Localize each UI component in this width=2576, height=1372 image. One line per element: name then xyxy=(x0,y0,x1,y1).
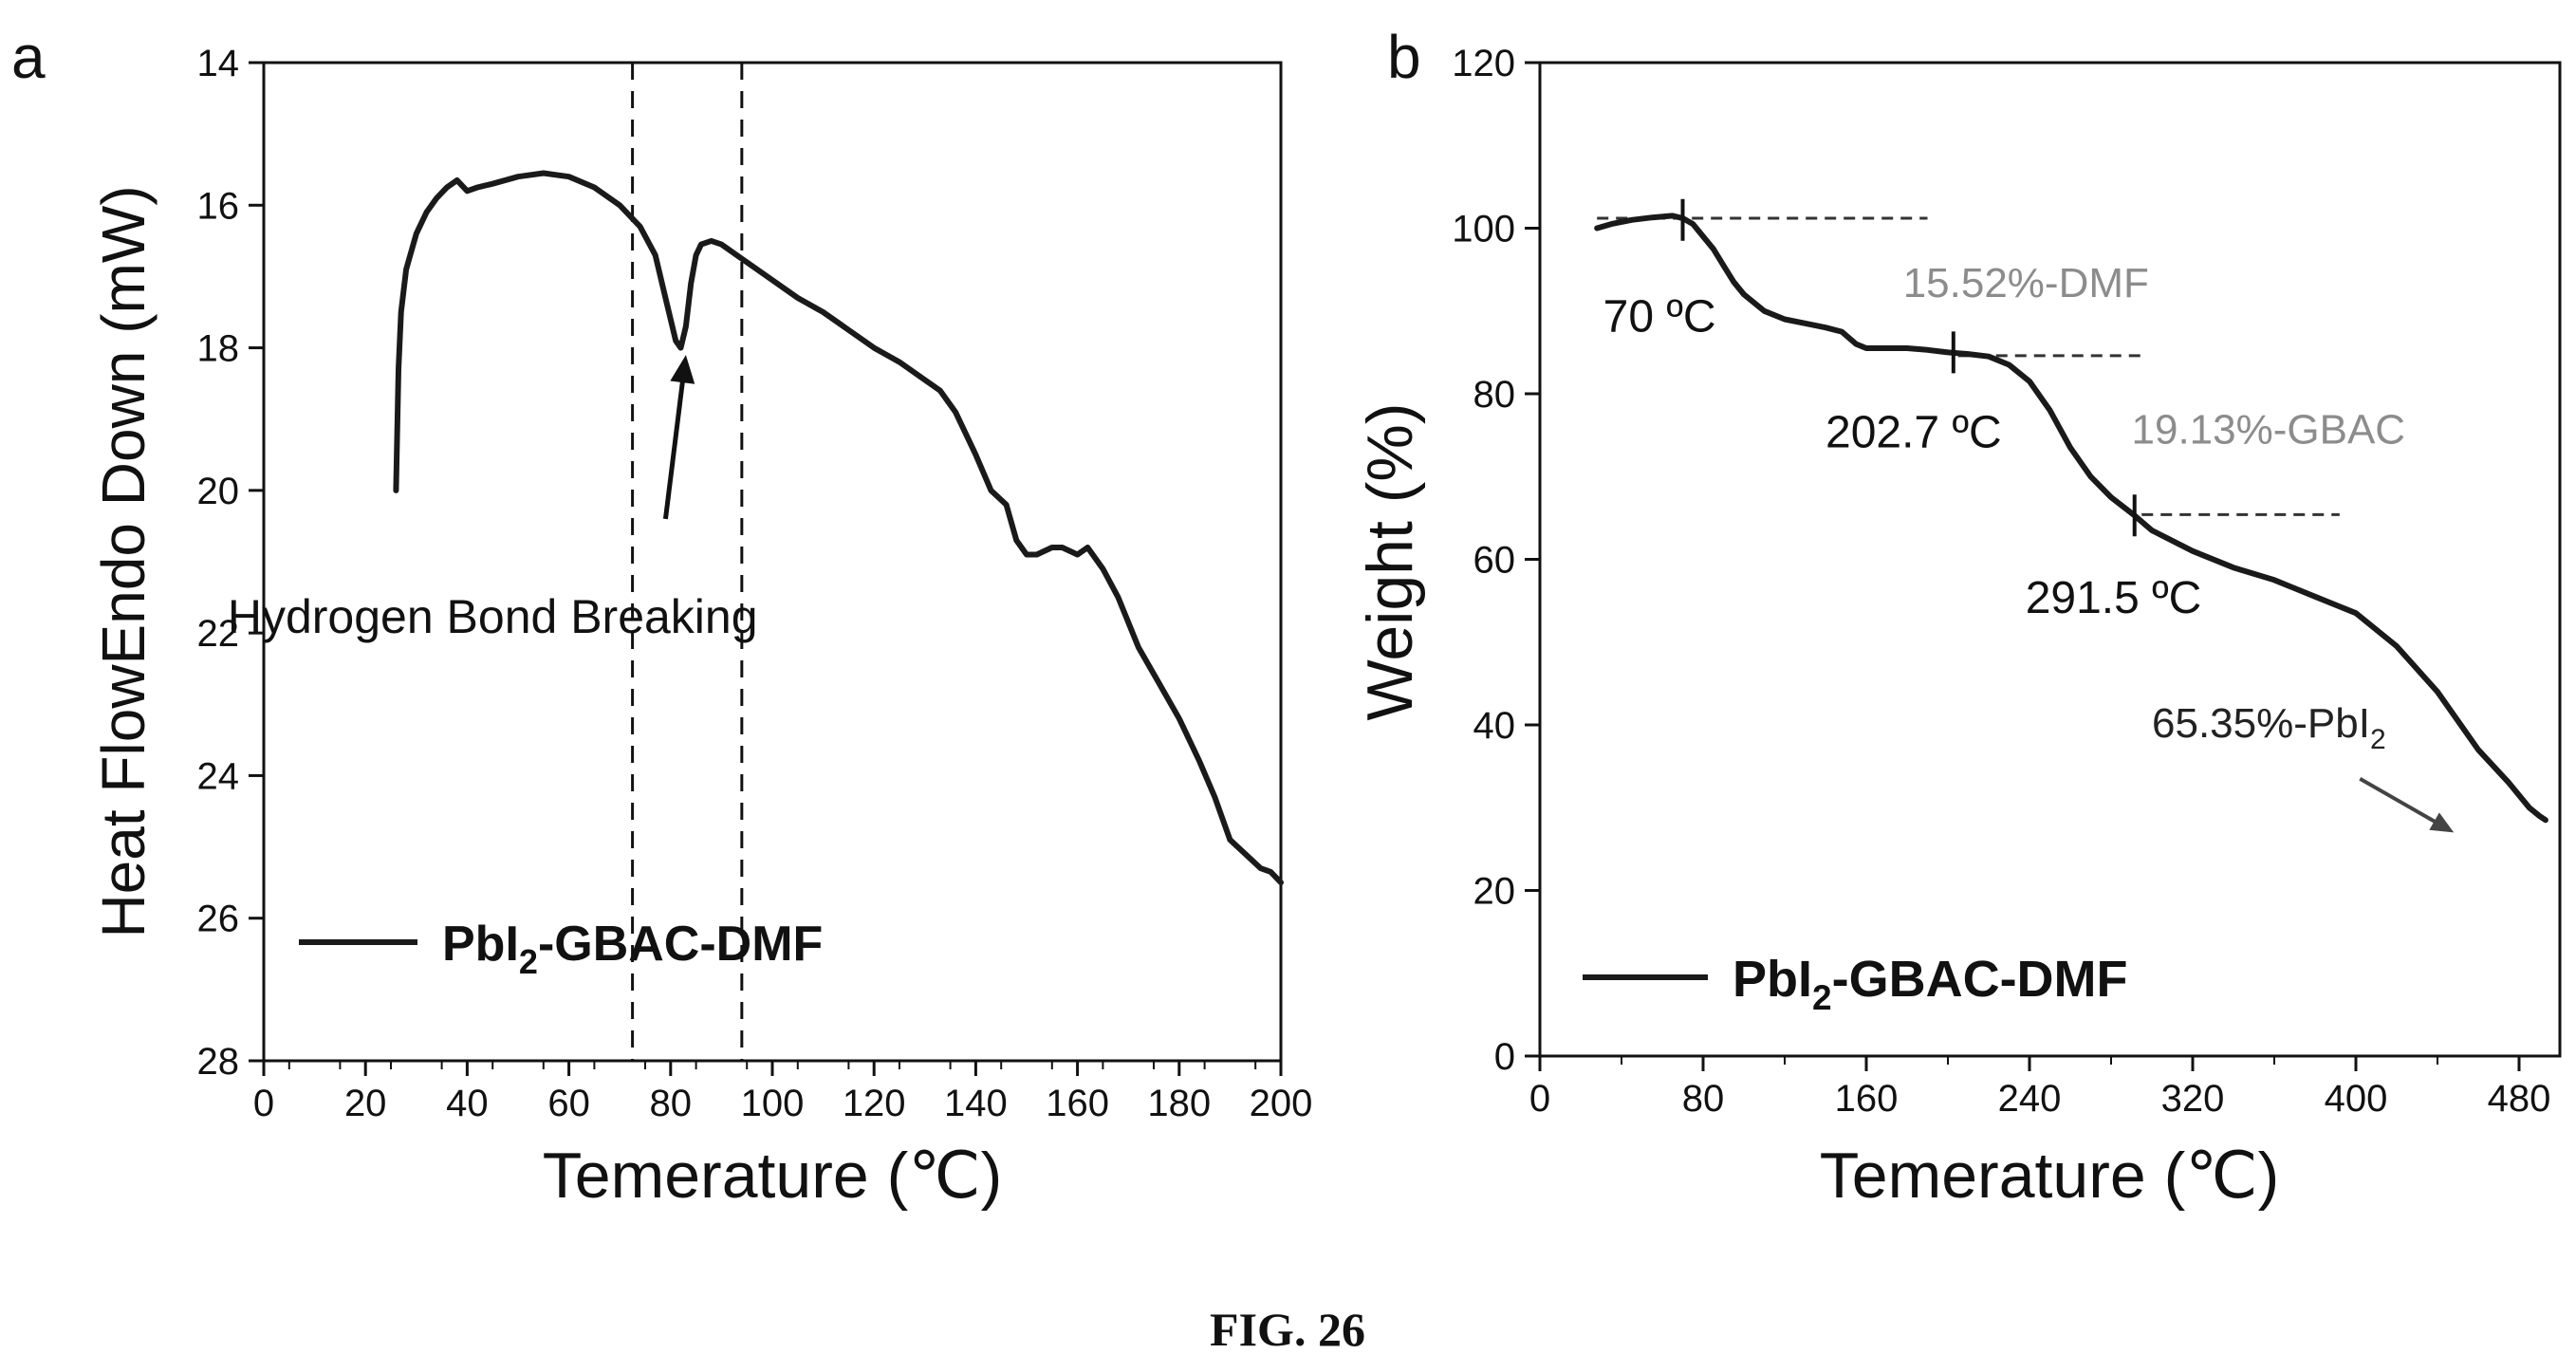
arrow-head-a xyxy=(670,355,695,384)
x-tick-label-b: 160 xyxy=(1835,1078,1899,1120)
y-tick-label-a: 14 xyxy=(197,43,240,84)
annotation-hydrogen-bond: Hydrogen Bond Breaking xyxy=(228,590,758,643)
y-tick-label-b: 80 xyxy=(1473,374,1516,416)
x-tick-label-a: 140 xyxy=(944,1083,1008,1124)
y-axis-label-a: Heat FlowEndo Down (mW) xyxy=(89,185,158,937)
x-tick-label-a: 40 xyxy=(446,1083,489,1124)
series-line-b xyxy=(1594,213,2548,824)
panel-b: b 0 20 40 60 80 100 120 0 80 160 240 320 400 480 70 … xyxy=(1354,23,2562,1212)
y-axis-label-b: Weight (%) xyxy=(1354,402,1426,720)
x-tick-label-a: 20 xyxy=(344,1083,387,1124)
y-tick-label-a: 16 xyxy=(197,185,240,227)
x-tick-label-a: 120 xyxy=(843,1083,906,1124)
reference-segments-b xyxy=(1597,216,2340,516)
reference-lines-a xyxy=(631,63,744,1061)
annotation-onset-temp: 202.7 ºC xyxy=(1825,408,2002,458)
plot-frame-a xyxy=(262,61,1283,1063)
y-tick-label-b: 20 xyxy=(1473,871,1516,913)
x-tick-label-b: 480 xyxy=(2488,1078,2551,1120)
x-tick-label-a: 160 xyxy=(1046,1083,1109,1124)
annotation-mass-loss: 15.52%-DMF xyxy=(1903,260,2149,306)
y-axis-b: 0 20 40 60 80 100 120 xyxy=(1452,43,1540,1078)
x-tick-label-b: 80 xyxy=(1682,1078,1725,1120)
panel-label-b: b xyxy=(1387,23,1421,91)
arrow-a xyxy=(662,355,695,520)
x-tick-label-a: 60 xyxy=(547,1083,590,1124)
panel-label-a: a xyxy=(11,23,46,91)
y-tick-label-b: 40 xyxy=(1473,705,1516,747)
y-tick-label-a: 20 xyxy=(197,471,240,512)
x-tick-label-b: 240 xyxy=(1998,1078,2062,1120)
legend-label-a: PbI2-GBAC-DMF xyxy=(442,917,823,981)
x-tick-label-b: 0 xyxy=(1529,1078,1550,1120)
legend-label-b: PbI2-GBAC-DMF xyxy=(1733,951,2128,1017)
arrow-shaft-a xyxy=(662,371,687,520)
y-tick-label-a: 22 xyxy=(197,613,240,655)
y-axis-a: 14 16 18 20 22 24 26 28 xyxy=(197,43,264,1083)
y-tick-label-a: 26 xyxy=(197,899,240,940)
panel-a: a 14 16 18 20 22 24 26 28 0 20 40 60 80 100 120 140 160… xyxy=(11,23,1312,1212)
x-tick-label-a: 80 xyxy=(650,1083,693,1124)
x-tick-label-a: 200 xyxy=(1250,1083,1313,1124)
figure-caption: FIG. 26 xyxy=(1210,1303,1365,1356)
y-tick-label-b: 0 xyxy=(1494,1036,1515,1078)
y-tick-label-a: 18 xyxy=(197,328,240,370)
arrow-head-b xyxy=(2429,812,2455,833)
annotations-b: 70 ºC 202.7 ºC 291.5 ºC 15.52%-DMF 19.13%-GB… xyxy=(1603,260,2405,623)
y-tick-label-b: 60 xyxy=(1473,540,1516,582)
onset-markers-b xyxy=(1680,198,2137,537)
annotation-onset-temp: 70 ºC xyxy=(1603,292,1716,343)
x-tick-label-a: 100 xyxy=(741,1083,805,1124)
annotation-onset-temp: 291.5 ºC xyxy=(2026,573,2202,623)
x-tick-label-a: 180 xyxy=(1147,1083,1211,1124)
arrow-shaft-b xyxy=(2359,776,2441,826)
x-axis-label-a: Temerature (℃) xyxy=(543,1140,1002,1212)
legend-a: PbI2-GBAC-DMF xyxy=(299,917,823,981)
series-line-a xyxy=(393,170,1284,886)
annotation-mass-loss: 19.13%-GBAC xyxy=(2132,406,2406,453)
plot-frame-b xyxy=(1538,61,2562,1058)
x-axis-label-b: Temerature (℃) xyxy=(1820,1140,2279,1212)
legend-b: PbI2-GBAC-DMF xyxy=(1583,951,2128,1017)
x-tick-label-a: 0 xyxy=(253,1083,274,1124)
x-axis-b: 0 80 160 240 320 400 480 xyxy=(1529,1056,2551,1120)
annotation-pbi2: 65.35%-PbI2 xyxy=(2152,700,2386,755)
x-tick-label-b: 320 xyxy=(2161,1078,2225,1120)
y-tick-label-b: 100 xyxy=(1452,209,1515,250)
arrow-b xyxy=(2359,776,2455,833)
x-axis-a: 0 20 40 60 80 100 120 140 160 180 200 xyxy=(253,1061,1313,1124)
y-tick-label-a: 24 xyxy=(197,755,240,797)
y-tick-label-a: 28 xyxy=(197,1041,240,1083)
x-tick-label-b: 400 xyxy=(2325,1078,2388,1120)
y-tick-label-b: 120 xyxy=(1452,43,1515,84)
